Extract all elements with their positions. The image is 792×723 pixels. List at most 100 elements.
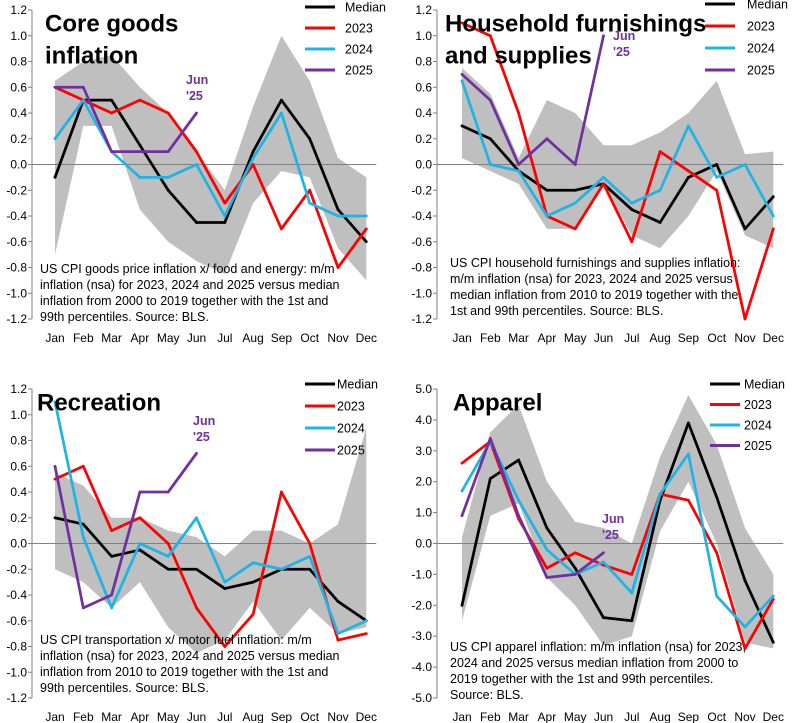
chart4-legend-label: 2025 [744, 439, 772, 453]
chart2-x-tick-label: Aug [649, 331, 670, 345]
chart1-y-tick-label: 0.0 [10, 158, 27, 172]
chart1-series-median-point [364, 240, 368, 244]
chart1-series-2025-point [166, 150, 170, 154]
chart4-title: Apparel [453, 389, 542, 416]
chart3-series-median-point [336, 600, 340, 603]
chart2-x-tick-label: Jun [594, 331, 613, 345]
chart4-series-2024-point [517, 498, 520, 502]
chart3-series-median-line [54, 516, 368, 622]
chart1-series-2023-point [364, 227, 368, 231]
chart3-series-2023-point [308, 542, 312, 545]
chart1-y-tick-label: -0.2 [6, 183, 27, 197]
chart1-x-tick-label: Jan [45, 331, 64, 345]
chart4-y-tick-label: -2.0 [411, 598, 432, 612]
chart1-series-2024-point [364, 214, 368, 218]
chart3-series-2024-point [336, 632, 340, 636]
chart1-series-2023-line [54, 85, 368, 269]
chart2-series-median-point [460, 124, 464, 128]
chart2-series-2025-point [460, 72, 464, 76]
chart2-series-2024-point [687, 124, 690, 128]
chart1-series-median-line [53, 98, 368, 243]
chart4-legend-label: 2024 [744, 419, 772, 433]
chart2-series-median-point [488, 137, 492, 141]
chart3-x-tick-label: Oct [300, 710, 319, 723]
chart4-series-2023-point [687, 498, 690, 502]
chart2-series-2025-line [461, 35, 605, 166]
chart3-source-note: 99th percentiles. Source: BLS. [40, 681, 209, 695]
chart3-series-2025-point [138, 490, 142, 494]
chart1-legend-label: 2025 [345, 64, 373, 78]
chart2-series-median-point [715, 163, 719, 166]
chart4-jun25-annotation: Jun [602, 512, 624, 526]
chart3-y-tick-label: 0.2 [10, 511, 27, 525]
chart4-series-median-point [771, 640, 775, 644]
chart4-series-2024-point [715, 594, 719, 598]
chart2-y-tick-label: 0.0 [415, 158, 432, 172]
chart3-legend-label: 2025 [337, 444, 365, 458]
chart4-x-tick-label: Sep [678, 710, 700, 723]
chart3-x-tick-label: Sep [271, 710, 293, 723]
chart3-series-2023-point [336, 638, 340, 642]
chart2-series-2023-point [517, 111, 520, 115]
chart1-series-2023-point [223, 201, 227, 205]
chart1-x-tick-label: Jul [217, 331, 232, 345]
chart3-panel: 1.2 1.0 0.8 0.6 0.4 0.2 0.0 -0.2 -0.4 -0.6 -0.8 -1.… [6, 378, 378, 723]
chart3-series-2023-point [280, 490, 283, 494]
chart3-source-note: US CPI transportation x/ motor fuel infl… [40, 633, 312, 647]
chart3-series-median-point [223, 587, 227, 590]
chart2-series-2023-point [573, 227, 577, 231]
chart4-y-tick-label: 1.0 [415, 506, 432, 520]
chart2-legend-label: 2023 [747, 20, 775, 34]
chart3-series-2023-line [54, 464, 367, 648]
chart3-y-tick-label: 0.0 [10, 537, 27, 551]
chart3-series-2023-point [251, 612, 255, 616]
chart4-source-note: US CPI apparel inflation: m/m inflation … [450, 640, 746, 654]
chart3-x-tick-label: Jan [45, 710, 64, 723]
chart1-panel: 1.2 1.0 0.8 0.6 0.4 0.2 0.0 -0.2 -0.4 -0.6 -0.8 -1.… [6, 1, 386, 346]
chart1-x-tick-label: Mar [101, 331, 122, 345]
chart4-y-tick-label: 2.0 [415, 475, 432, 489]
chart2-series-2024-point [545, 214, 549, 218]
chart2-x-tick-label: Dec [763, 331, 784, 345]
chart1-source-note: inflation from 2000 to 2019 together wit… [40, 294, 328, 308]
chart2-source-note: 1st and 99th percentiles. Source: BLS. [450, 304, 663, 318]
chart4-x-tick-label: Dec [763, 710, 784, 723]
chart4-series-2024-point [630, 591, 634, 595]
chart3-x-tick-label: Apr [131, 710, 150, 723]
chart1-y-tick-label: -0.6 [6, 235, 27, 249]
chart3-y-tick-label: 0.4 [10, 485, 27, 499]
chart3-y-tick-label: 1.2 [10, 382, 27, 396]
chart1-jun25-annotation: '25 [186, 89, 203, 103]
chart3-source-note: inflation (nsa) for 2023, 2024 and 2025 … [40, 649, 340, 663]
chart3-series-2024-point [195, 516, 198, 520]
chart3-title: Recreation [37, 389, 161, 416]
chart4-x-tick-label: Oct [707, 710, 726, 723]
chart1-series-2023-point [110, 111, 113, 115]
chart2-series-2024-point [715, 175, 719, 179]
chart2-series-2024-point [517, 169, 520, 173]
chart3-series-median-point [195, 567, 198, 571]
chart4-series-2025-point [573, 573, 577, 576]
chart3-series-2025-point [81, 606, 85, 610]
chart3-series-2023-point [53, 477, 57, 481]
chart3-percentile-band [55, 427, 367, 653]
chart3-source-note: inflation from 2010 to 2019 together wit… [40, 665, 328, 679]
chart4-x-tick-label: May [564, 710, 587, 723]
chart4-y-tick-label: -1.0 [411, 567, 432, 581]
chart1-series-median-point [251, 150, 255, 154]
chart2-y-tick-label: -0.8 [411, 261, 432, 275]
chart3-series-2025-line [53, 452, 198, 610]
chart4-x-tick-label: Jan [452, 710, 471, 723]
chart4-series-median-point [488, 477, 492, 481]
chart3-x-tick-label: Dec [356, 710, 377, 723]
chart4-x-tick-label: Jul [624, 710, 639, 723]
chart3-series-2023-point [138, 516, 142, 520]
chart1-source-note: US CPI goods price inflation x/ food and… [40, 262, 335, 276]
chart1-x-tick-label: Jun [187, 331, 206, 345]
chart2-series-2023-point [630, 240, 634, 244]
chart4-source-note: Source: BLS. [450, 688, 524, 702]
chart3-series-median-point [110, 554, 113, 558]
chart2-x-tick-label: Sep [678, 331, 700, 345]
chart2-legend-label: 2024 [747, 42, 775, 56]
chart4-series-median-point [460, 603, 464, 607]
